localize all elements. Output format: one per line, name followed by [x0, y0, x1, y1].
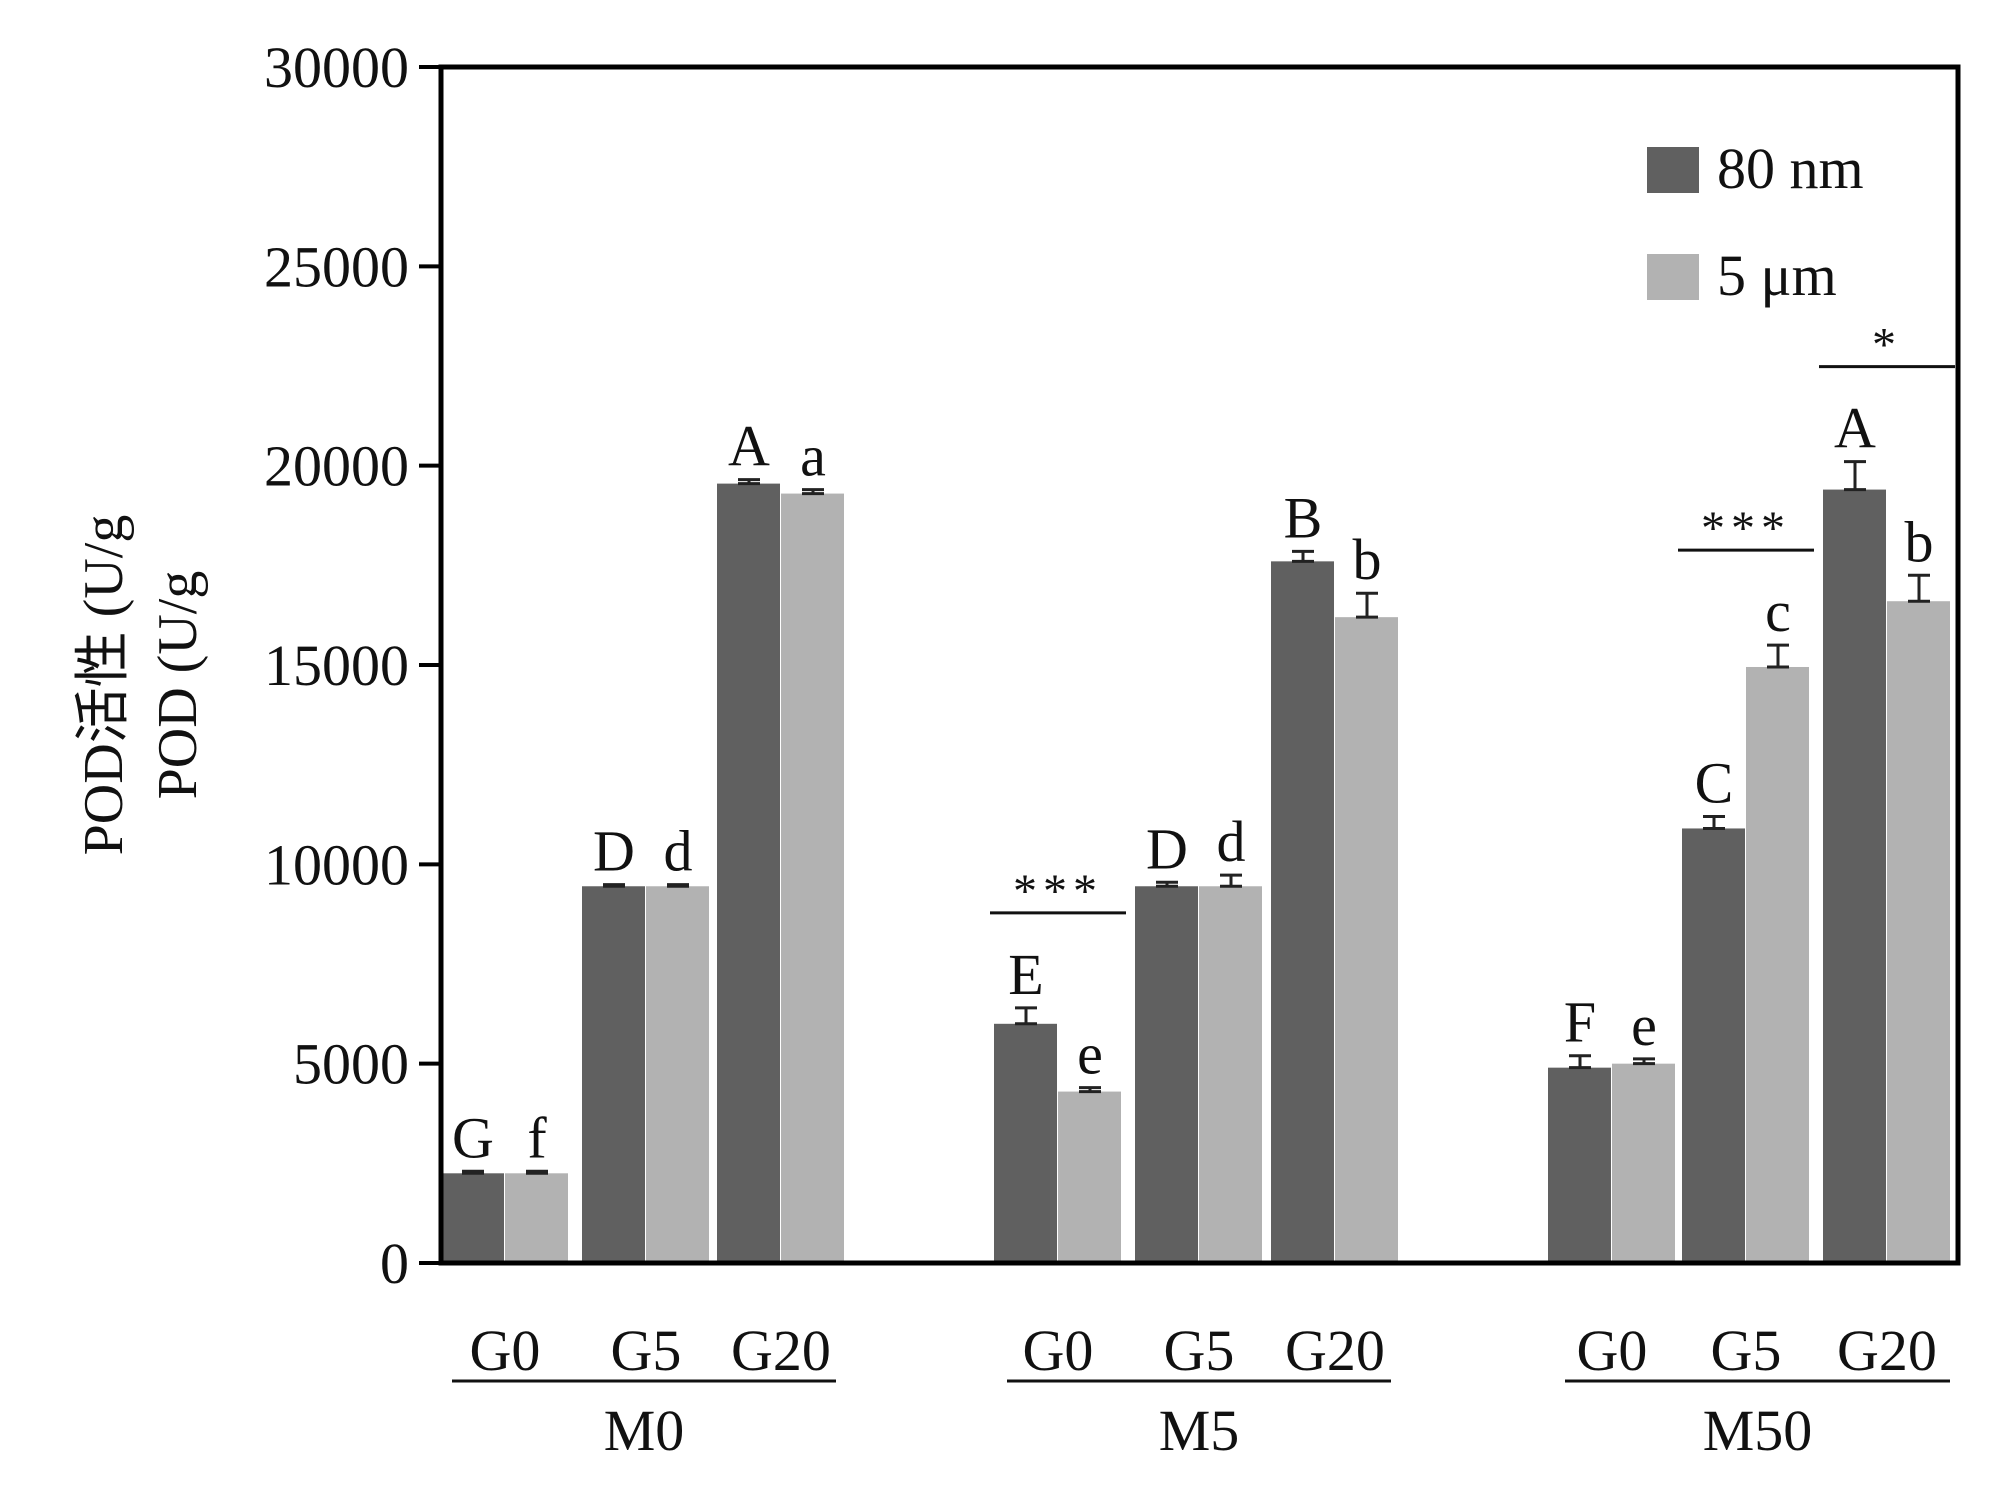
legend-item-2: 5 μm — [1647, 243, 1837, 308]
significance-letter: C — [1695, 750, 1734, 815]
error-bar-M50-G20-series1 — [1844, 460, 1866, 492]
bar-M0-G5-series2 — [646, 886, 709, 1263]
significance-letter: D — [593, 819, 635, 884]
error-bar-M50-G0-series2 — [1633, 1057, 1655, 1066]
y-tick-label: 25000 — [264, 234, 409, 299]
error-bar-M0-G5-series2 — [667, 883, 689, 888]
bar-M5-G20-series2 — [1335, 617, 1398, 1263]
y-tick-label: 5000 — [293, 1032, 409, 1097]
error-bar-M5-G0-series2 — [1079, 1086, 1101, 1094]
significance-letter: d — [1217, 809, 1246, 874]
significance-letter: c — [1765, 579, 1791, 644]
significance-letter: G — [452, 1105, 494, 1170]
y-axis-label-line-1: POD活性 (U/g — [73, 515, 135, 856]
y-tick-label: 10000 — [264, 832, 409, 897]
y-tick-label: 0 — [380, 1231, 409, 1296]
group-label-M0: M0 — [604, 1398, 685, 1463]
bar-M50-G5-series1 — [1682, 828, 1745, 1263]
error-bar-M5-G5-series1 — [1156, 880, 1178, 888]
bar-M50-G20-series2 — [1887, 601, 1950, 1263]
significance-letter: E — [1008, 942, 1043, 1007]
error-bar-M5-G20-series1 — [1292, 549, 1314, 563]
bar-M5-G20-series1 — [1271, 561, 1334, 1263]
bar-M5-G5-series1 — [1135, 886, 1198, 1263]
legend-item-1: 80 nm — [1647, 136, 1864, 201]
legend-swatch — [1647, 147, 1699, 193]
significance-letter: b — [1905, 509, 1934, 574]
significance-letter: B — [1284, 485, 1323, 550]
category-label-M5-G20: G20 — [1285, 1318, 1385, 1383]
group-label-M50: M50 — [1703, 1398, 1813, 1463]
error-bar-M50-G0-series1 — [1569, 1054, 1591, 1070]
bar-M0-G0-series1 — [441, 1173, 504, 1263]
error-bar-M50-G5-series1 — [1703, 814, 1725, 830]
bar-M0-G0-series2 — [505, 1173, 568, 1263]
significance-letter: D — [1146, 816, 1188, 881]
significance-letter: a — [800, 424, 826, 489]
category-label-M0-G5: G5 — [611, 1318, 682, 1383]
significance-stars-M5-G0: *** — [1013, 865, 1103, 918]
error-bar-M5-G5-series2 — [1220, 873, 1242, 888]
legend-label: 80 nm — [1717, 136, 1864, 201]
y-axis-label-line-2: POD (U/g — [147, 571, 209, 800]
category-label-M0-G0: G0 — [470, 1318, 541, 1383]
significance-stars-M50-G5: *** — [1701, 502, 1791, 555]
significance-stars-M50-G20: * — [1872, 319, 1902, 372]
error-bar-M0-G0-series1 — [462, 1169, 484, 1175]
bar-M5-G0-series1 — [994, 1023, 1057, 1263]
category-label-M0-G20: G20 — [731, 1318, 831, 1383]
significance-letter: b — [1353, 527, 1382, 592]
legend-swatch — [1647, 254, 1699, 300]
significance-letter: A — [1834, 396, 1876, 461]
y-tick-label: 15000 — [264, 633, 409, 698]
category-label-M50-G20: G20 — [1837, 1318, 1937, 1383]
legend-label: 5 μm — [1717, 243, 1837, 308]
bar-M50-G20-series1 — [1823, 489, 1886, 1263]
error-bar-M0-G20-series2 — [802, 488, 824, 496]
group-label-M5: M5 — [1159, 1398, 1240, 1463]
bar-M5-G5-series2 — [1199, 886, 1262, 1263]
category-label-M5-G0: G0 — [1023, 1318, 1094, 1383]
legend: 80 nm 5 μm — [1647, 136, 1864, 308]
y-tick-label: 30000 — [264, 35, 409, 100]
bar-M50-G5-series2 — [1746, 666, 1809, 1263]
error-bar-M0-G5-series1 — [603, 883, 625, 888]
category-label-M5-G5: G5 — [1164, 1318, 1235, 1383]
significance-letter: d — [664, 819, 693, 884]
error-bar-M50-G5-series2 — [1767, 643, 1789, 669]
error-bar-M0-G20-series1 — [738, 478, 760, 486]
axes-layer — [419, 64, 1961, 1383]
significance-letter: e — [1077, 1022, 1103, 1087]
y-tick-label: 20000 — [264, 434, 409, 499]
error-bar-M0-G0-series2 — [526, 1169, 548, 1175]
significance-letter: e — [1631, 993, 1657, 1058]
bars-layer — [441, 483, 1950, 1263]
error-bars-layer — [462, 460, 1930, 1175]
error-bar-M5-G20-series2 — [1356, 591, 1378, 619]
bar-M0-G20-series2 — [781, 493, 844, 1263]
category-label-M50-G0: G0 — [1577, 1318, 1648, 1383]
bar-M0-G20-series1 — [717, 483, 780, 1263]
bar-M50-G0-series2 — [1612, 1063, 1675, 1263]
error-bar-M5-G0-series1 — [1015, 1006, 1037, 1026]
bar-M0-G5-series1 — [582, 886, 645, 1263]
category-label-M50-G5: G5 — [1711, 1318, 1782, 1383]
significance-letter: F — [1564, 990, 1596, 1055]
error-bar-M50-G20-series2 — [1908, 573, 1930, 603]
bar-M5-G0-series2 — [1058, 1091, 1121, 1263]
y-axis-label: POD活性 (U/g POD (U/g — [73, 515, 209, 856]
bar-M50-G0-series1 — [1548, 1067, 1611, 1263]
significance-letter: A — [728, 414, 770, 479]
significance-letter: f — [527, 1105, 547, 1170]
